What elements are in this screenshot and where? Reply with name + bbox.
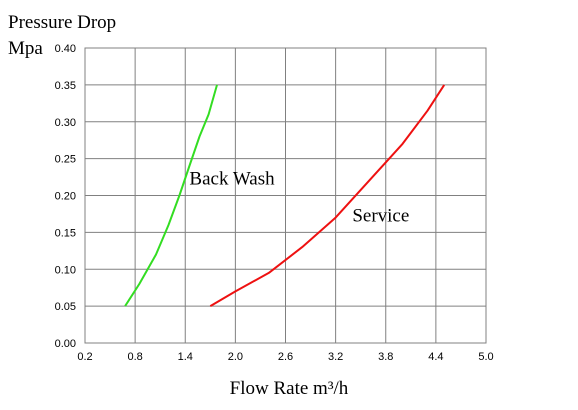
x-tick-label: 3.2	[328, 351, 343, 363]
x-tick-label: 0.8	[127, 351, 142, 363]
series-line-back-wash	[124, 84, 218, 307]
series-line-service	[209, 84, 446, 307]
y-tick-label: 0.00	[55, 338, 76, 350]
x-tick-label: 5.0	[478, 351, 493, 363]
y-tick-label: 0.15	[55, 227, 76, 239]
chart-title: Pressure Drop	[8, 12, 117, 33]
x-axis-label: Flow Rate m³/h	[229, 378, 349, 399]
y-tick-label: 0.05	[55, 301, 76, 313]
x-tick-label: 0.2	[77, 351, 92, 363]
series-label-back-wash: Back Wash	[189, 168, 275, 189]
x-tick-label: 1.4	[178, 351, 193, 363]
y-tick-label: 0.10	[55, 264, 76, 276]
y-tick-label: 0.30	[55, 117, 76, 129]
x-tick-label: 2.0	[228, 351, 243, 363]
y-axis-label: Mpa	[8, 38, 43, 59]
x-tick-label: 2.6	[278, 351, 293, 363]
y-tick-label: 0.35	[55, 80, 76, 92]
y-tick-label: 0.20	[55, 191, 76, 203]
series-label-service: Service	[352, 205, 409, 226]
y-tick-label: 0.40	[55, 43, 76, 55]
y-tick-label: 0.25	[55, 154, 76, 166]
x-tick-label: 3.8	[378, 351, 393, 363]
x-tick-label: 4.4	[428, 351, 443, 363]
